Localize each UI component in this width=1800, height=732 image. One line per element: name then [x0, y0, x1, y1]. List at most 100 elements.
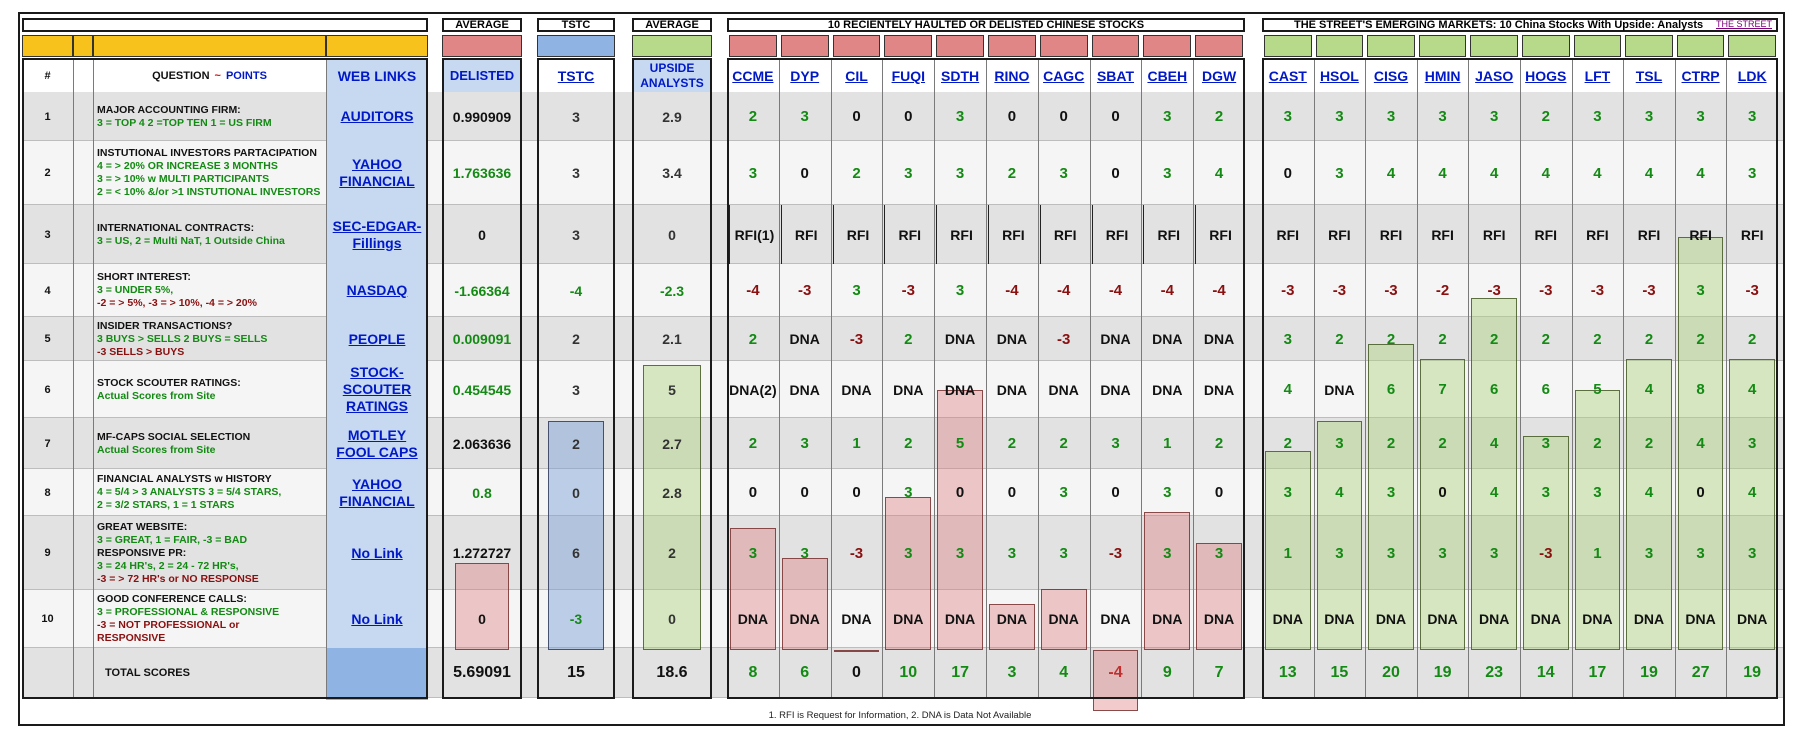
- ticker-ctrp[interactable]: CTRP: [1681, 67, 1720, 84]
- ticker-hogs[interactable]: HOGS: [1525, 67, 1567, 84]
- score-cell: 4: [1541, 164, 1550, 182]
- the-street-link[interactable]: THE STREET: [1715, 19, 1772, 29]
- web-link-nasdaq[interactable]: NASDAQ: [346, 282, 408, 298]
- total-cast: 13: [1278, 664, 1297, 681]
- question-title: STOCK SCOUTER RATINGS:: [97, 376, 241, 389]
- header-number: #: [44, 69, 51, 82]
- ticker-ldk[interactable]: LDK: [1737, 67, 1767, 84]
- ticker-dgw[interactable]: DGW: [1201, 67, 1237, 84]
- ticker-tsl[interactable]: TSL: [1635, 67, 1663, 84]
- web-link-no-link[interactable]: No Link: [351, 544, 403, 561]
- score-cell: DNA: [1427, 611, 1458, 627]
- web-link-no-link[interactable]: No Link: [351, 610, 403, 627]
- ticker-rino[interactable]: RINO: [994, 67, 1030, 84]
- web-link-yahoo-financial[interactable]: YAHOO FINANCIAL: [339, 475, 415, 509]
- score-cell: 6: [1541, 381, 1550, 398]
- score-cell: DNA: [1530, 611, 1561, 627]
- ticker-ccme[interactable]: CCME: [732, 67, 774, 84]
- ticker-lft[interactable]: LFT: [1584, 67, 1611, 84]
- score-cell: 3: [1163, 164, 1172, 182]
- score-cell: 0: [852, 484, 861, 501]
- row-number: 4: [44, 284, 51, 297]
- score-cell: 2: [1490, 330, 1499, 348]
- ticker-sbat[interactable]: SBAT: [1096, 67, 1135, 84]
- header-color-cell: [988, 35, 1036, 57]
- column-divider: [882, 59, 884, 698]
- ticker-dyp[interactable]: DYP: [790, 67, 820, 84]
- title-blank: [22, 18, 428, 32]
- average-delisted-value: 2.063636: [452, 435, 512, 452]
- score-cell: 3: [1386, 544, 1396, 562]
- score-cell: RFI: [830, 205, 883, 264]
- ticker-fuqi[interactable]: FUQI: [891, 67, 926, 84]
- question-cell: MF-CAPS SOCIAL SELECTION Actual Scores fr…: [93, 418, 326, 469]
- score-cell: -3: [1384, 282, 1398, 299]
- score-cell: 7: [1438, 381, 1447, 398]
- tstc-value: -3: [569, 611, 583, 627]
- ticker-cil[interactable]: CIL: [845, 67, 868, 84]
- bar-average-upside: [643, 365, 701, 650]
- ticker-cisg[interactable]: CISG: [1373, 67, 1409, 84]
- score-cell: 3: [1541, 484, 1550, 501]
- score-cell: DNA: [944, 381, 976, 398]
- score-cell: 2: [1007, 435, 1017, 452]
- bar-average-delisted: [455, 562, 509, 650]
- column-divider: [93, 59, 94, 698]
- score-cell: RFI: [1141, 205, 1193, 264]
- web-link-people[interactable]: PEOPLE: [348, 330, 406, 347]
- web-link-yahoo-financial[interactable]: YAHOO FINANCIAL: [339, 156, 415, 189]
- score-cell: -3: [1539, 544, 1553, 562]
- score-cell: -3: [849, 330, 864, 348]
- score-cell: 4: [1283, 381, 1292, 398]
- column-divider: [830, 59, 832, 698]
- score-cell: DNA: [996, 381, 1028, 398]
- score-cell: 0: [1438, 484, 1447, 501]
- score-cell: -3: [1642, 282, 1656, 299]
- score-cell: 2: [1593, 435, 1602, 452]
- score-cell: DNA: [789, 381, 820, 398]
- ticker-hsol[interactable]: HSOL: [1319, 67, 1359, 84]
- bar-lft: [1574, 389, 1621, 650]
- score-cell: RFI: [1534, 226, 1558, 243]
- score-cell: DNA: [1375, 611, 1407, 627]
- web-link-motley-fool-caps[interactable]: MOTLEY FOOL CAPS: [336, 426, 418, 460]
- score-cell: 3: [1111, 435, 1120, 452]
- ticker-cast[interactable]: CAST: [1268, 67, 1307, 84]
- points-line: 4 = 5/4 > 3 ANALYSTS 3 = 5/4 STARS,: [97, 486, 282, 498]
- row-background: [22, 92, 1783, 141]
- ticker-cagc[interactable]: CAGC: [1043, 67, 1085, 84]
- column-divider: [1674, 59, 1676, 698]
- score-cell: RFI: [1193, 205, 1245, 264]
- score-cell: -3: [1745, 282, 1759, 299]
- ticker-hmin[interactable]: HMIN: [1424, 67, 1461, 84]
- web-link-auditors[interactable]: AUDITORS: [340, 108, 414, 124]
- row-background: [22, 361, 1783, 418]
- header-tstc[interactable]: TSTC: [557, 67, 595, 84]
- ticker-jaso[interactable]: JASO: [1475, 67, 1514, 84]
- web-link-sec-edgar-fillings[interactable]: SEC-EDGAR- Fillings: [332, 217, 422, 251]
- average-delisted-value: 1.763636: [452, 165, 512, 181]
- header-color-cell: [537, 35, 615, 57]
- column-divider: [73, 59, 74, 698]
- score-cell: DNA: [1152, 331, 1183, 347]
- score-cell: 2: [904, 435, 913, 452]
- bar-dyp: [781, 558, 828, 650]
- column-divider: [1416, 59, 1418, 698]
- score-cell: DNA: [737, 611, 769, 627]
- average-upside-value: 2.9: [662, 108, 682, 125]
- score-cell: DNA: [893, 611, 924, 627]
- score-cell: 4: [1490, 484, 1499, 501]
- web-link-stock-scouter-ratings[interactable]: STOCK- SCOUTER RATINGS: [342, 364, 412, 414]
- column-divider: [778, 59, 780, 698]
- score-cell: 3: [1644, 108, 1654, 125]
- ticker-cbeh[interactable]: CBEH: [1147, 67, 1188, 84]
- average-upside-value: 2.7: [662, 435, 682, 452]
- total-jaso: 23: [1485, 664, 1504, 681]
- points-line: -3 = NOT PROFESSIONAL or: [97, 619, 240, 631]
- bar-cbeh: [1144, 512, 1191, 650]
- points-line: 2 = < 10% &/or >1 INSTUTIONAL INVESTORS: [97, 186, 321, 198]
- row-background: [22, 205, 1783, 264]
- ticker-sdth[interactable]: SDTH: [941, 67, 980, 84]
- header-question: QUESTION ~ POINTS: [93, 59, 326, 92]
